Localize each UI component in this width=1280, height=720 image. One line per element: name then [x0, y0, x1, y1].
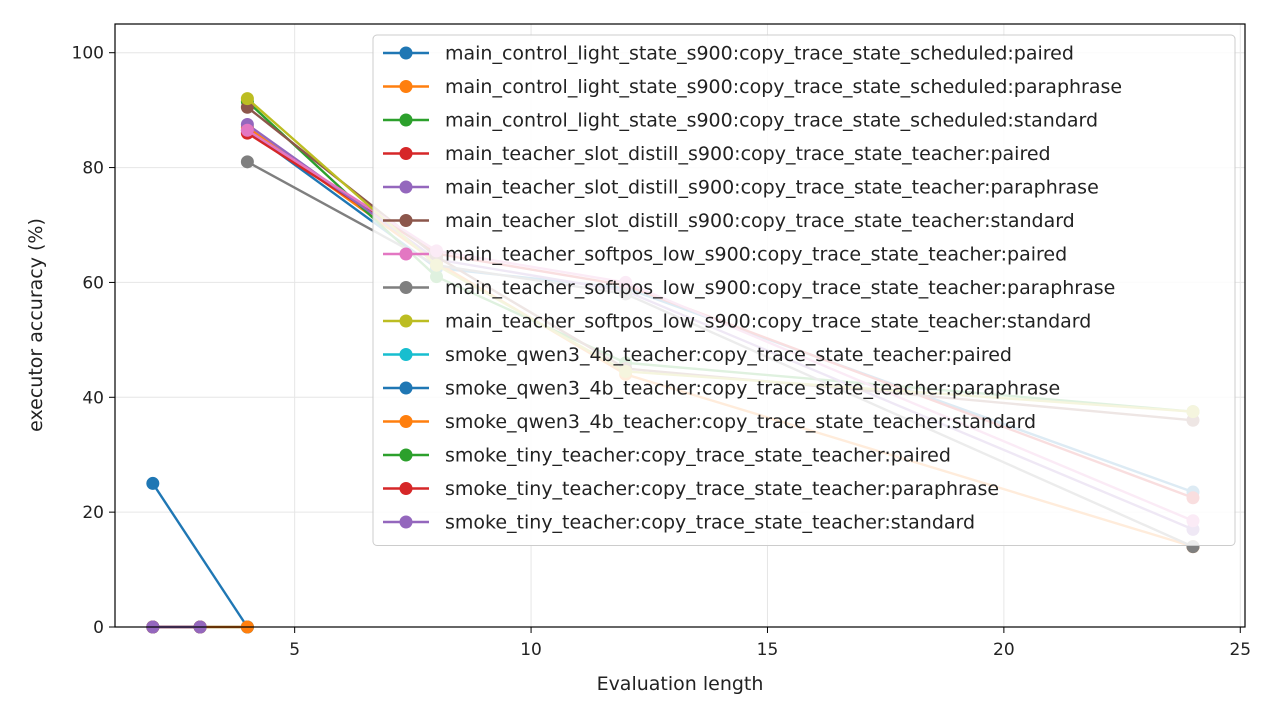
x-tick-label: 10	[520, 640, 542, 660]
y-tick-label: 20	[82, 503, 104, 523]
legend-label: smoke_tiny_teacher:copy_trace_state_teac…	[445, 445, 951, 467]
series-line	[151, 482, 249, 628]
legend-label: smoke_qwen3_4b_teacher:copy_trace_state_…	[445, 411, 1036, 433]
x-tick-label: 15	[757, 640, 779, 660]
legend-marker	[399, 415, 413, 428]
legend-item: main_teacher_slot_distill_s900:copy_trac…	[383, 210, 1075, 232]
plot-frame	[114, 23, 1246, 628]
x-tick-label: 5	[289, 640, 300, 660]
legend-marker	[399, 448, 413, 462]
legend-label: main_teacher_softpos_low_s900:copy_trace…	[445, 277, 1115, 299]
legend-label: main_control_light_state_s900:copy_trace…	[445, 76, 1122, 98]
legend-item: smoke_qwen3_4b_teacher:copy_trace_state_…	[383, 344, 1012, 366]
y-tick-label: 100	[72, 44, 104, 64]
legend-item: smoke_tiny_teacher:copy_trace_state_teac…	[383, 445, 951, 467]
data-point	[240, 92, 254, 106]
x-tick-label: 25	[1229, 640, 1251, 660]
legend-marker	[399, 314, 413, 328]
legend-box	[372, 34, 1236, 546]
legend-label: main_teacher_slot_distill_s900:copy_trac…	[445, 210, 1075, 232]
legend-marker	[399, 214, 413, 227]
y-tick-label: 60	[82, 273, 104, 293]
legend-item: smoke_tiny_teacher:copy_trace_state_teac…	[383, 478, 999, 500]
legend-label: main_teacher_slot_distill_s900:copy_trac…	[445, 143, 1051, 165]
y-axis-label: executor accuracy (%)	[25, 218, 47, 432]
legend-label: main_teacher_slot_distill_s900:copy_trac…	[445, 177, 1099, 199]
legend-label: smoke_tiny_teacher:copy_trace_state_teac…	[445, 478, 999, 500]
legend-item: main_teacher_softpos_low_s900:copy_trace…	[383, 277, 1115, 299]
x-tick-label: 20	[993, 640, 1015, 660]
legend-item: main_teacher_softpos_low_s900:copy_trace…	[383, 244, 1067, 266]
legend-marker	[399, 113, 413, 127]
legend-marker	[399, 482, 413, 495]
legend-item: main_control_light_state_s900:copy_trace…	[383, 43, 1074, 65]
legend-item: smoke_qwen3_4b_teacher:copy_trace_state_…	[383, 378, 1060, 400]
data-point	[240, 155, 254, 169]
legend-item: smoke_tiny_teacher:copy_trace_state_teac…	[383, 512, 975, 534]
legend-label: smoke_tiny_teacher:copy_trace_state_teac…	[445, 512, 975, 534]
legend-item: main_teacher_slot_distill_s900:copy_trac…	[383, 177, 1099, 199]
legend-marker	[399, 281, 413, 294]
legend-marker	[399, 515, 413, 529]
legend-label: smoke_qwen3_4b_teacher:copy_trace_state_…	[445, 378, 1060, 400]
legend-item: main_teacher_slot_distill_s900:copy_trac…	[383, 143, 1051, 165]
legend-marker	[399, 180, 413, 194]
legend-marker	[399, 247, 413, 261]
y-tick-label: 80	[82, 159, 104, 179]
data-point	[240, 123, 254, 137]
y-tick-label: 40	[82, 388, 104, 408]
legend-marker	[399, 46, 413, 60]
legend-marker	[399, 348, 413, 361]
legend-item: smoke_qwen3_4b_teacher:copy_trace_state_…	[383, 411, 1036, 433]
legend-marker	[399, 80, 413, 93]
legend-label: main_control_light_state_s900:copy_trace…	[445, 110, 1098, 132]
legend-item: main_control_light_state_s900:copy_trace…	[383, 76, 1122, 98]
x-axis-label: Evaluation length	[597, 673, 764, 695]
legend-marker	[399, 381, 413, 395]
legend-label: main_teacher_softpos_low_s900:copy_trace…	[445, 311, 1091, 333]
legend-marker	[399, 147, 413, 160]
legend-item: main_control_light_state_s900:copy_trace…	[383, 110, 1098, 132]
data-point	[146, 476, 160, 490]
legend-label: main_teacher_softpos_low_s900:copy_trace…	[445, 244, 1067, 266]
legend-label: smoke_qwen3_4b_teacher:copy_trace_state_…	[445, 344, 1012, 366]
legend: main_control_light_state_s900:copy_trace…	[372, 34, 1236, 546]
legend-item: main_teacher_softpos_low_s900:copy_trace…	[383, 311, 1091, 333]
legend-label: main_control_light_state_s900:copy_trace…	[445, 43, 1074, 65]
ticks: 5 10 15 20 25 0 20 40 60 80 100	[72, 44, 1252, 660]
y-tick-label: 0	[93, 618, 104, 638]
